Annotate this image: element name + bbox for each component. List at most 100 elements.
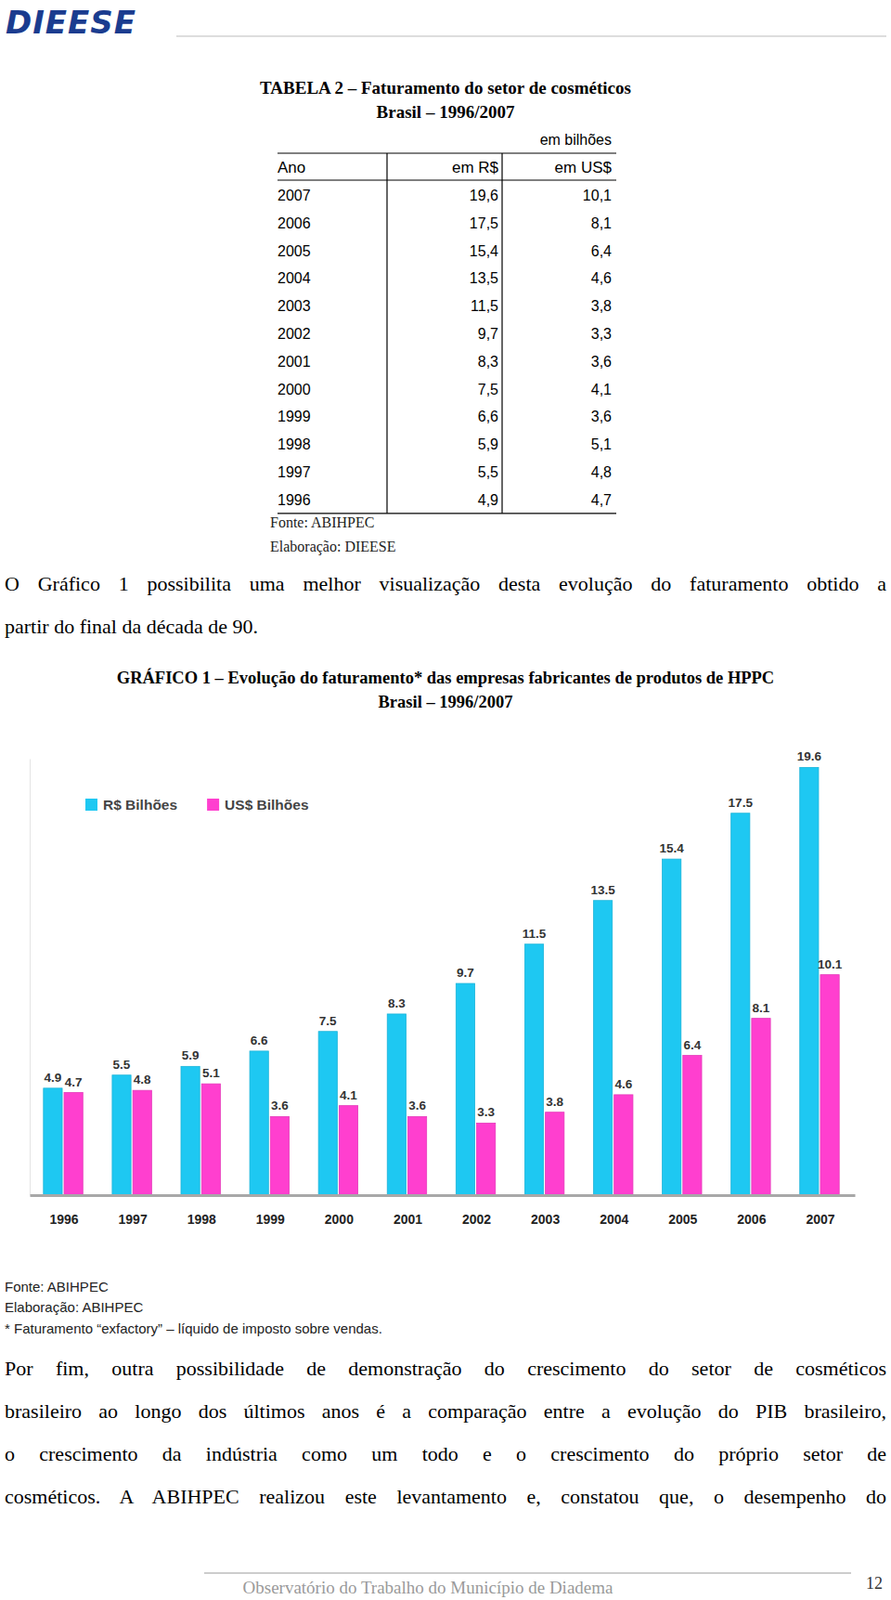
legend-item: R$ Bilhões — [85, 796, 178, 813]
table-title: TABELA 2 – Faturamento do setor de cosmé… — [259, 77, 632, 98]
chart-note: Elaboração: ABIHPEC — [4, 1298, 143, 1315]
footer-text: Observatório do Trabalho do Município de… — [243, 1576, 615, 1597]
table-cell: 4,9 — [477, 491, 499, 508]
x-tick: 1996 — [49, 1194, 78, 1227]
bar — [387, 1013, 406, 1195]
data-label: 4.9 — [44, 1070, 63, 1085]
bar — [524, 943, 543, 1195]
x-tick-label: 2005 — [668, 1211, 698, 1227]
data-labels: 4.95.55.96.67.58.39.711.513.515.417.519.… — [44, 748, 843, 1119]
table-rule — [277, 152, 617, 154]
data-label: 5.9 — [181, 1047, 200, 1062]
footer-rule — [204, 1572, 852, 1574]
legend-swatch — [206, 798, 220, 811]
chart-title: GRÁFICO 1 – Evolução do faturamento* das… — [116, 667, 775, 687]
table-cell: 5,1 — [591, 436, 612, 452]
x-tick-label: 2003 — [530, 1211, 560, 1227]
x-tick: 1999 — [256, 1194, 285, 1227]
table-cell: 6,4 — [591, 243, 612, 259]
table-subtitle: Brasil – 1996/2007 — [376, 102, 516, 122]
data-label: 5.5 — [113, 1057, 131, 1072]
table: Anoem R$em US$200719,610,1200617,58,1200… — [277, 153, 617, 514]
table-cell: 8,1 — [591, 215, 612, 232]
bar-series — [43, 766, 819, 1195]
data-label: 10.1 — [817, 956, 843, 971]
table-cell: 2003 — [277, 297, 311, 314]
table-cell: 11,5 — [470, 297, 499, 314]
x-tick-label: 2006 — [736, 1211, 766, 1227]
paragraph-line: o crescimento da indústria como um todo … — [4, 1441, 887, 1466]
table-unit: em bilhões — [540, 131, 612, 148]
bar — [455, 982, 475, 1195]
x-tick-label: 2000 — [324, 1211, 354, 1227]
table-cell: 19,6 — [469, 187, 499, 204]
table-cell: 2006 — [277, 215, 311, 232]
bar — [800, 766, 819, 1195]
table-cell: 5,9 — [477, 436, 499, 452]
table-rule — [386, 153, 388, 514]
bar — [132, 1089, 152, 1195]
x-tick-label: 2002 — [462, 1211, 491, 1227]
table-rule — [501, 153, 503, 514]
bar — [249, 1050, 269, 1195]
legend-swatch — [85, 798, 98, 811]
x-tick: 2006 — [736, 1194, 766, 1227]
table-rule — [277, 179, 617, 181]
data-label: 7.5 — [319, 1013, 337, 1028]
x-tick-label: 2001 — [393, 1211, 423, 1227]
data-label: 6.6 — [250, 1033, 269, 1047]
bar — [338, 1105, 358, 1195]
x-tick: 2004 — [599, 1194, 629, 1227]
bar — [545, 1111, 565, 1195]
bar — [477, 1122, 496, 1195]
bar-series — [64, 974, 840, 1195]
chart-note: * Faturamento “exfactory” – líquido de i… — [4, 1319, 383, 1336]
x-axis-line — [30, 1193, 856, 1197]
bar — [683, 1055, 702, 1195]
table-source: Fonte: ABIHPEC — [270, 514, 375, 530]
y-axis-line — [29, 759, 31, 1196]
data-label: 8.1 — [752, 1000, 771, 1015]
table-cell: 3,3 — [591, 325, 612, 342]
table-cell: 5,5 — [477, 464, 499, 480]
bar — [662, 858, 682, 1195]
data-label: 19.6 — [797, 748, 823, 763]
data-label: 4.1 — [339, 1087, 358, 1102]
table-cell: 17,5 — [469, 215, 499, 232]
x-tick-label: 2007 — [805, 1211, 835, 1227]
data-label: 3.6 — [271, 1097, 289, 1112]
table-credit: Elaboração: DIEESE — [270, 538, 397, 556]
legend-item: US$ Bilhões — [206, 796, 309, 813]
data-label: 3.6 — [408, 1097, 427, 1112]
table-header: em R$ — [451, 158, 500, 177]
legend: R$ Bilhões US$ Bilhões — [85, 796, 310, 813]
paragraph-line: O Gráfico 1 possibilita uma melhor visua… — [4, 571, 887, 596]
legend-label: US$ Bilhões — [224, 796, 309, 813]
legend-label: R$ Bilhões — [103, 796, 178, 813]
bar — [64, 1092, 83, 1195]
table-cell: 1997 — [277, 464, 311, 480]
bar — [751, 1018, 771, 1195]
data-label: 4.8 — [133, 1071, 152, 1086]
table-cell: 3,6 — [591, 408, 612, 425]
data-label: 8.3 — [387, 995, 406, 1010]
bar — [820, 974, 840, 1195]
x-tick: 2000 — [324, 1194, 354, 1227]
table-cell: 7,5 — [477, 381, 499, 398]
table-cell: 3,8 — [591, 297, 612, 314]
table-cell: 2005 — [277, 243, 311, 259]
bar — [43, 1087, 63, 1195]
table-cell: 13,5 — [469, 270, 499, 286]
bar — [201, 1083, 220, 1195]
table-cell: 8,3 — [477, 353, 499, 370]
table-cell: 9,7 — [477, 325, 499, 342]
paragraph-line: Por fim, outra possibilidade de demonstr… — [4, 1355, 887, 1381]
table-cell: 10,1 — [582, 187, 612, 204]
data-label: 17.5 — [728, 795, 754, 810]
chart-subtitle: Brasil – 1996/2007 — [378, 692, 514, 711]
table-cell: 2001 — [277, 353, 311, 370]
bar — [731, 813, 750, 1195]
bar — [593, 900, 612, 1195]
x-tick-label: 1999 — [256, 1211, 285, 1227]
data-label: 9.7 — [456, 965, 475, 980]
